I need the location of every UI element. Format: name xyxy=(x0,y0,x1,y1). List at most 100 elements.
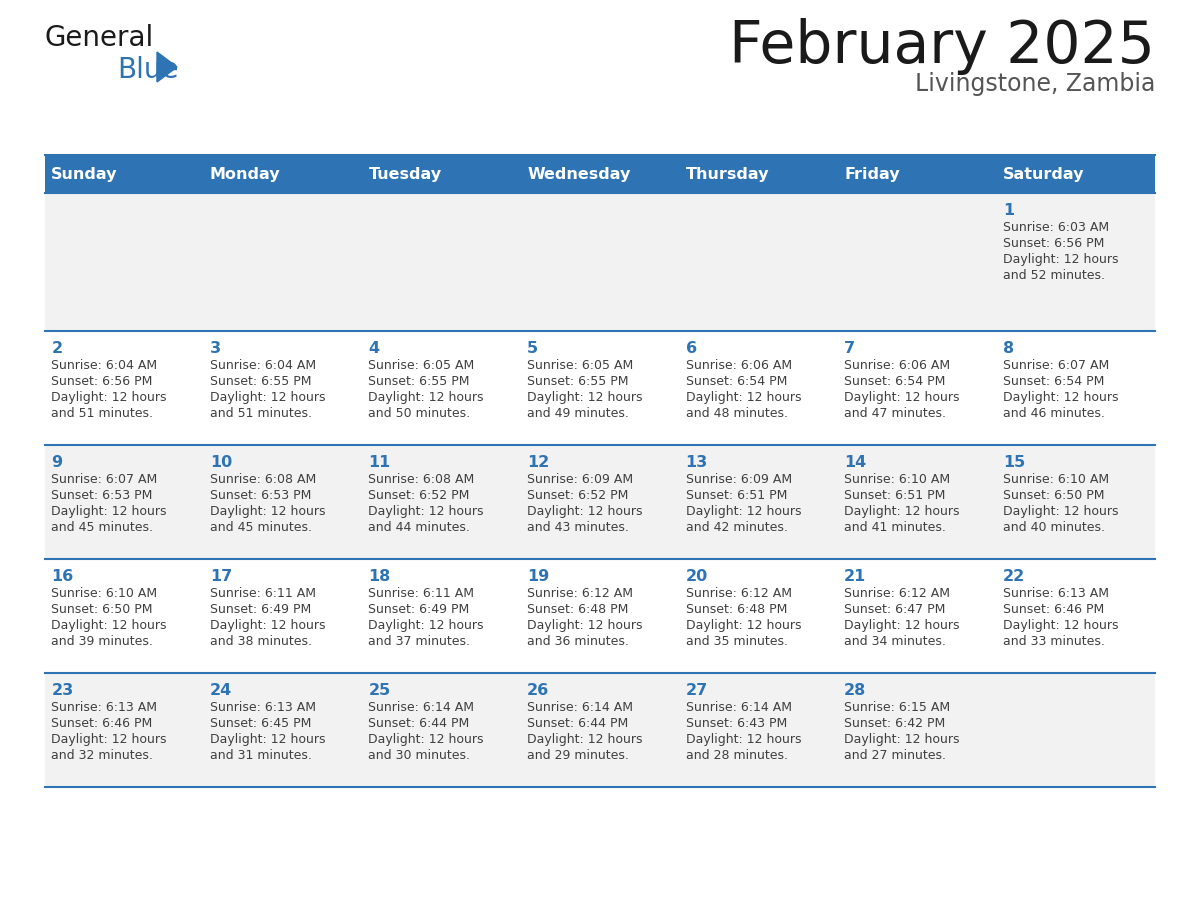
Text: Sunrise: 6:08 AM: Sunrise: 6:08 AM xyxy=(210,473,316,486)
Text: Sunrise: 6:10 AM: Sunrise: 6:10 AM xyxy=(845,473,950,486)
Text: and 44 minutes.: and 44 minutes. xyxy=(368,521,470,534)
Text: Sunset: 6:55 PM: Sunset: 6:55 PM xyxy=(368,375,470,388)
Bar xyxy=(45,673,1155,787)
Text: Sunrise: 6:10 AM: Sunrise: 6:10 AM xyxy=(51,587,158,600)
Text: Daylight: 12 hours: Daylight: 12 hours xyxy=(210,619,326,632)
Text: 25: 25 xyxy=(368,683,391,698)
Text: 15: 15 xyxy=(1003,455,1025,470)
Text: 13: 13 xyxy=(685,455,708,470)
Text: and 42 minutes.: and 42 minutes. xyxy=(685,521,788,534)
Text: and 45 minutes.: and 45 minutes. xyxy=(51,521,153,534)
Text: Sunrise: 6:09 AM: Sunrise: 6:09 AM xyxy=(527,473,633,486)
Text: 8: 8 xyxy=(1003,341,1013,356)
Text: and 41 minutes.: and 41 minutes. xyxy=(845,521,946,534)
Text: Sunrise: 6:06 AM: Sunrise: 6:06 AM xyxy=(685,359,791,372)
Text: 1: 1 xyxy=(1003,203,1013,218)
Text: Sunset: 6:54 PM: Sunset: 6:54 PM xyxy=(845,375,946,388)
Text: and 50 minutes.: and 50 minutes. xyxy=(368,407,470,420)
Text: Daylight: 12 hours: Daylight: 12 hours xyxy=(845,733,960,746)
Text: Daylight: 12 hours: Daylight: 12 hours xyxy=(51,391,166,404)
Text: Monday: Monday xyxy=(210,166,280,182)
Text: 5: 5 xyxy=(527,341,538,356)
Text: Wednesday: Wednesday xyxy=(527,166,631,182)
Text: Tuesday: Tuesday xyxy=(368,166,442,182)
Bar xyxy=(45,559,1155,673)
Text: Daylight: 12 hours: Daylight: 12 hours xyxy=(527,733,643,746)
Text: Daylight: 12 hours: Daylight: 12 hours xyxy=(51,505,166,518)
Text: Sunrise: 6:05 AM: Sunrise: 6:05 AM xyxy=(368,359,475,372)
Text: 9: 9 xyxy=(51,455,63,470)
Text: and 33 minutes.: and 33 minutes. xyxy=(1003,635,1105,648)
Text: 20: 20 xyxy=(685,569,708,584)
Text: and 43 minutes.: and 43 minutes. xyxy=(527,521,628,534)
Text: Sunset: 6:53 PM: Sunset: 6:53 PM xyxy=(210,489,311,502)
Text: Sunrise: 6:09 AM: Sunrise: 6:09 AM xyxy=(685,473,791,486)
Text: Sunset: 6:50 PM: Sunset: 6:50 PM xyxy=(1003,489,1105,502)
Text: 19: 19 xyxy=(527,569,549,584)
Text: Sunset: 6:55 PM: Sunset: 6:55 PM xyxy=(527,375,628,388)
Text: Sunrise: 6:06 AM: Sunrise: 6:06 AM xyxy=(845,359,950,372)
Text: 4: 4 xyxy=(368,341,380,356)
Text: and 38 minutes.: and 38 minutes. xyxy=(210,635,312,648)
Text: Sunrise: 6:12 AM: Sunrise: 6:12 AM xyxy=(685,587,791,600)
Text: and 45 minutes.: and 45 minutes. xyxy=(210,521,312,534)
Text: Sunrise: 6:11 AM: Sunrise: 6:11 AM xyxy=(210,587,316,600)
Text: 24: 24 xyxy=(210,683,232,698)
Text: and 36 minutes.: and 36 minutes. xyxy=(527,635,628,648)
Text: Daylight: 12 hours: Daylight: 12 hours xyxy=(51,733,166,746)
Text: Sunrise: 6:04 AM: Sunrise: 6:04 AM xyxy=(51,359,158,372)
Text: Daylight: 12 hours: Daylight: 12 hours xyxy=(51,619,166,632)
Text: Sunset: 6:43 PM: Sunset: 6:43 PM xyxy=(685,717,786,730)
Text: Sunrise: 6:14 AM: Sunrise: 6:14 AM xyxy=(368,701,474,714)
Text: Sunset: 6:46 PM: Sunset: 6:46 PM xyxy=(51,717,152,730)
Text: Sunset: 6:55 PM: Sunset: 6:55 PM xyxy=(210,375,311,388)
Text: Daylight: 12 hours: Daylight: 12 hours xyxy=(845,505,960,518)
Text: Daylight: 12 hours: Daylight: 12 hours xyxy=(210,733,326,746)
Text: Sunset: 6:52 PM: Sunset: 6:52 PM xyxy=(527,489,628,502)
Text: Livingstone, Zambia: Livingstone, Zambia xyxy=(915,72,1155,96)
Text: and 31 minutes.: and 31 minutes. xyxy=(210,749,311,762)
Text: and 51 minutes.: and 51 minutes. xyxy=(51,407,153,420)
Text: Daylight: 12 hours: Daylight: 12 hours xyxy=(1003,391,1118,404)
Bar xyxy=(45,155,1155,193)
Text: and 27 minutes.: and 27 minutes. xyxy=(845,749,946,762)
Text: Sunset: 6:42 PM: Sunset: 6:42 PM xyxy=(845,717,946,730)
Text: Sunrise: 6:04 AM: Sunrise: 6:04 AM xyxy=(210,359,316,372)
Text: 10: 10 xyxy=(210,455,232,470)
Text: Daylight: 12 hours: Daylight: 12 hours xyxy=(210,505,326,518)
Text: 11: 11 xyxy=(368,455,391,470)
Text: and 30 minutes.: and 30 minutes. xyxy=(368,749,470,762)
Text: Sunrise: 6:07 AM: Sunrise: 6:07 AM xyxy=(51,473,158,486)
Text: Friday: Friday xyxy=(845,166,899,182)
Text: 7: 7 xyxy=(845,341,855,356)
Text: Sunrise: 6:14 AM: Sunrise: 6:14 AM xyxy=(527,701,633,714)
Text: February 2025: February 2025 xyxy=(729,18,1155,75)
Bar xyxy=(45,193,1155,331)
Text: Daylight: 12 hours: Daylight: 12 hours xyxy=(685,733,801,746)
Text: Sunset: 6:54 PM: Sunset: 6:54 PM xyxy=(685,375,786,388)
Text: Sunset: 6:48 PM: Sunset: 6:48 PM xyxy=(527,603,628,616)
Text: 3: 3 xyxy=(210,341,221,356)
Text: Sunday: Sunday xyxy=(51,166,118,182)
Text: Sunset: 6:52 PM: Sunset: 6:52 PM xyxy=(368,489,470,502)
Text: Daylight: 12 hours: Daylight: 12 hours xyxy=(368,619,484,632)
Text: Sunset: 6:47 PM: Sunset: 6:47 PM xyxy=(845,603,946,616)
Text: Sunset: 6:45 PM: Sunset: 6:45 PM xyxy=(210,717,311,730)
Text: and 40 minutes.: and 40 minutes. xyxy=(1003,521,1105,534)
Text: 12: 12 xyxy=(527,455,549,470)
Text: 27: 27 xyxy=(685,683,708,698)
Text: 17: 17 xyxy=(210,569,232,584)
Text: Sunset: 6:56 PM: Sunset: 6:56 PM xyxy=(51,375,153,388)
Text: and 47 minutes.: and 47 minutes. xyxy=(845,407,946,420)
Text: Sunrise: 6:05 AM: Sunrise: 6:05 AM xyxy=(527,359,633,372)
Text: and 28 minutes.: and 28 minutes. xyxy=(685,749,788,762)
Text: 28: 28 xyxy=(845,683,866,698)
Text: and 49 minutes.: and 49 minutes. xyxy=(527,407,628,420)
Text: Daylight: 12 hours: Daylight: 12 hours xyxy=(368,505,484,518)
Text: Daylight: 12 hours: Daylight: 12 hours xyxy=(1003,505,1118,518)
Text: Daylight: 12 hours: Daylight: 12 hours xyxy=(685,505,801,518)
Text: Saturday: Saturday xyxy=(1003,166,1085,182)
Polygon shape xyxy=(157,52,177,82)
Text: and 48 minutes.: and 48 minutes. xyxy=(685,407,788,420)
Text: and 39 minutes.: and 39 minutes. xyxy=(51,635,153,648)
